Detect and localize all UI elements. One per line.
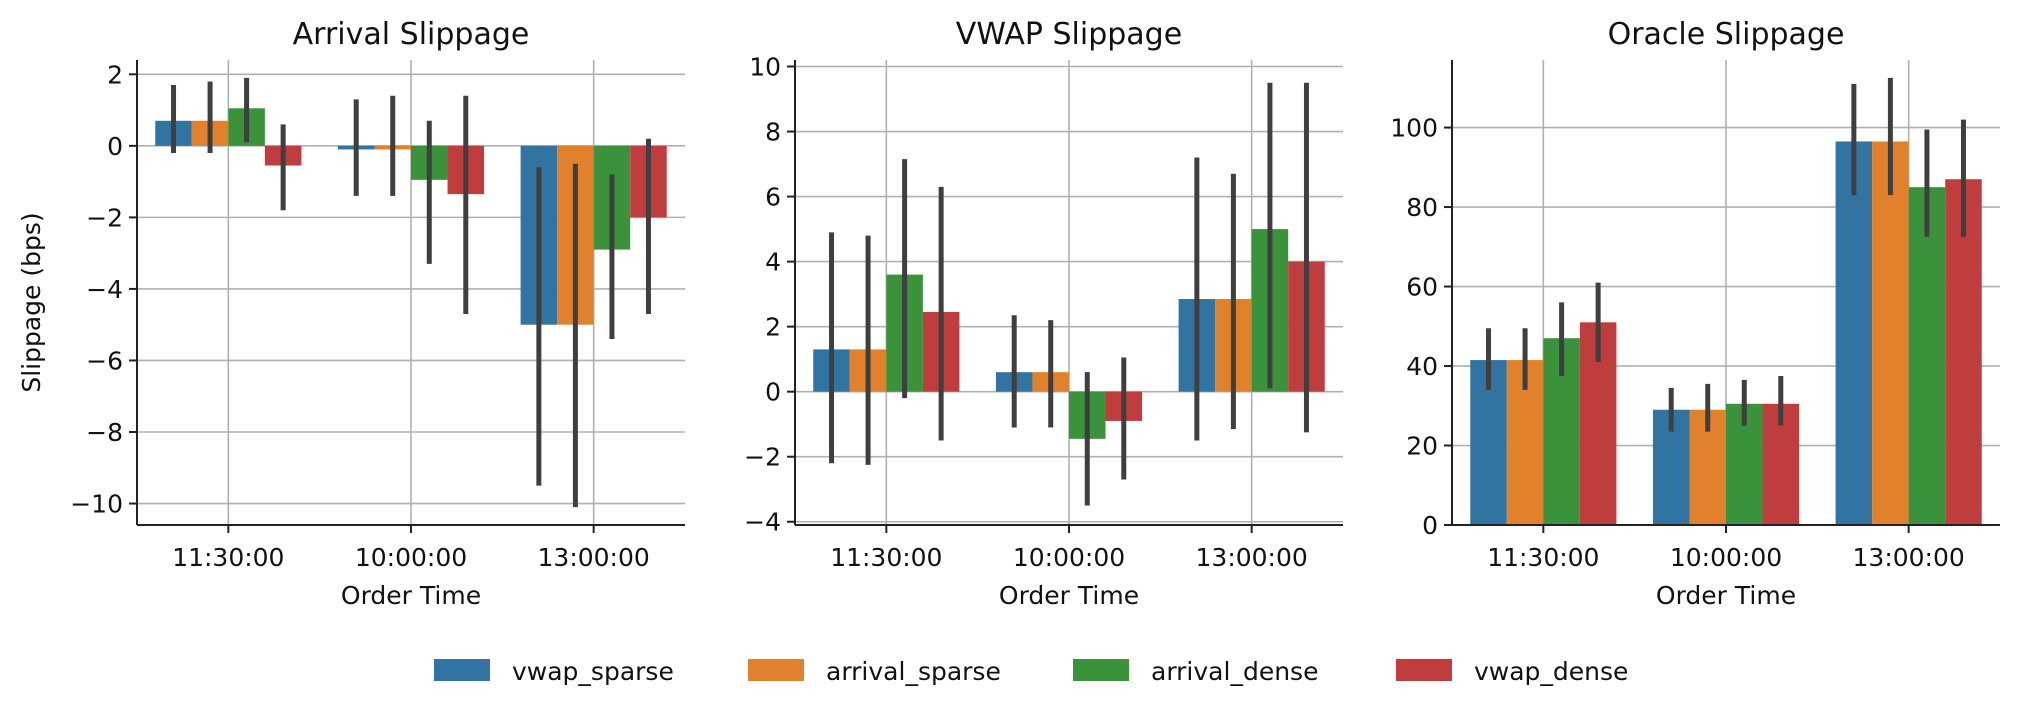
y-tick-label: −6 — [86, 346, 123, 375]
y-tick-label: −10 — [70, 490, 123, 519]
bar-arrival_dense-2 — [1908, 187, 1946, 525]
legend: vwap_sparse arrival_sparse arrival_dense vw… — [434, 657, 1628, 686]
x-axis-label: Order Time — [1656, 581, 1796, 610]
x-tick-label: 11:30:00 — [172, 543, 284, 572]
x-tick-label: 10:00:00 — [355, 543, 467, 572]
y-tick-label: −4 — [86, 275, 123, 304]
y-tick-label: 2 — [765, 313, 781, 342]
chart-panel-2: 0 20 40 60 80 100 11:30:00 10:00:00 13:00:00 Orac… — [1390, 17, 2000, 610]
chart-panel-1: 10 8 6 4 2 0 −2 −4 11:30:00 10:00:00 13:00:00 VWAP … — [744, 17, 1343, 610]
chart-panel-0: 2 0 −2 −4 −6 −8 −10 11:30:00 10:00:00 13:00:00 Arr… — [17, 17, 685, 610]
y-tick-label: −2 — [744, 443, 781, 472]
y-tick-label: 10 — [749, 53, 781, 82]
legend-label-vwap_dense: vwap_dense — [1474, 657, 1628, 686]
legend-swatch-arrival_dense — [1073, 659, 1129, 681]
y-tick-label: 40 — [1406, 352, 1438, 381]
y-tick-label: 20 — [1406, 432, 1438, 461]
legend-label-arrival_sparse: arrival_sparse — [826, 657, 1001, 686]
x-tick-label: 13:00:00 — [1196, 543, 1308, 572]
legend-label-vwap_sparse: vwap_sparse — [512, 657, 674, 686]
y-tick-label: 8 — [765, 118, 781, 147]
x-tick-label: 11:30:00 — [1487, 543, 1599, 572]
chart-title: VWAP Slippage — [956, 17, 1182, 52]
x-tick-label: 13:00:00 — [538, 543, 650, 572]
chart-title: Arrival Slippage — [293, 17, 530, 52]
x-axis-label: Order Time — [999, 581, 1139, 610]
bar-vwap_sparse-2 — [1835, 141, 1873, 525]
y-tick-label: −2 — [86, 203, 123, 232]
y-tick-label: 60 — [1406, 273, 1438, 302]
y-tick-label: 4 — [765, 248, 781, 277]
chart-title: Oracle Slippage — [1608, 17, 1845, 52]
x-tick-label: 13:00:00 — [1853, 543, 1965, 572]
y-tick-label: 0 — [765, 378, 781, 407]
y-tick-label: −8 — [86, 418, 123, 447]
legend-label-arrival_dense: arrival_dense — [1151, 657, 1318, 686]
x-tick-label: 11:30:00 — [830, 543, 942, 572]
y-tick-label: 0 — [1422, 511, 1438, 540]
x-tick-label: 10:00:00 — [1013, 543, 1125, 572]
legend-swatch-vwap_sparse — [434, 659, 490, 681]
x-tick-label: 10:00:00 — [1670, 543, 1782, 572]
bar-arrival_sparse-2 — [1872, 141, 1909, 525]
y-tick-label: 80 — [1406, 193, 1438, 222]
y-tick-label: 100 — [1390, 114, 1438, 143]
legend-swatch-vwap_dense — [1396, 659, 1452, 681]
legend-swatch-arrival_sparse — [748, 659, 804, 681]
y-tick-label: 0 — [107, 132, 123, 161]
y-axis-label: Slippage (bps) — [17, 212, 46, 392]
y-tick-label: −4 — [744, 508, 781, 537]
y-tick-label: 6 — [765, 183, 781, 212]
y-tick-label: 2 — [107, 60, 123, 89]
x-axis-label: Order Time — [341, 581, 481, 610]
